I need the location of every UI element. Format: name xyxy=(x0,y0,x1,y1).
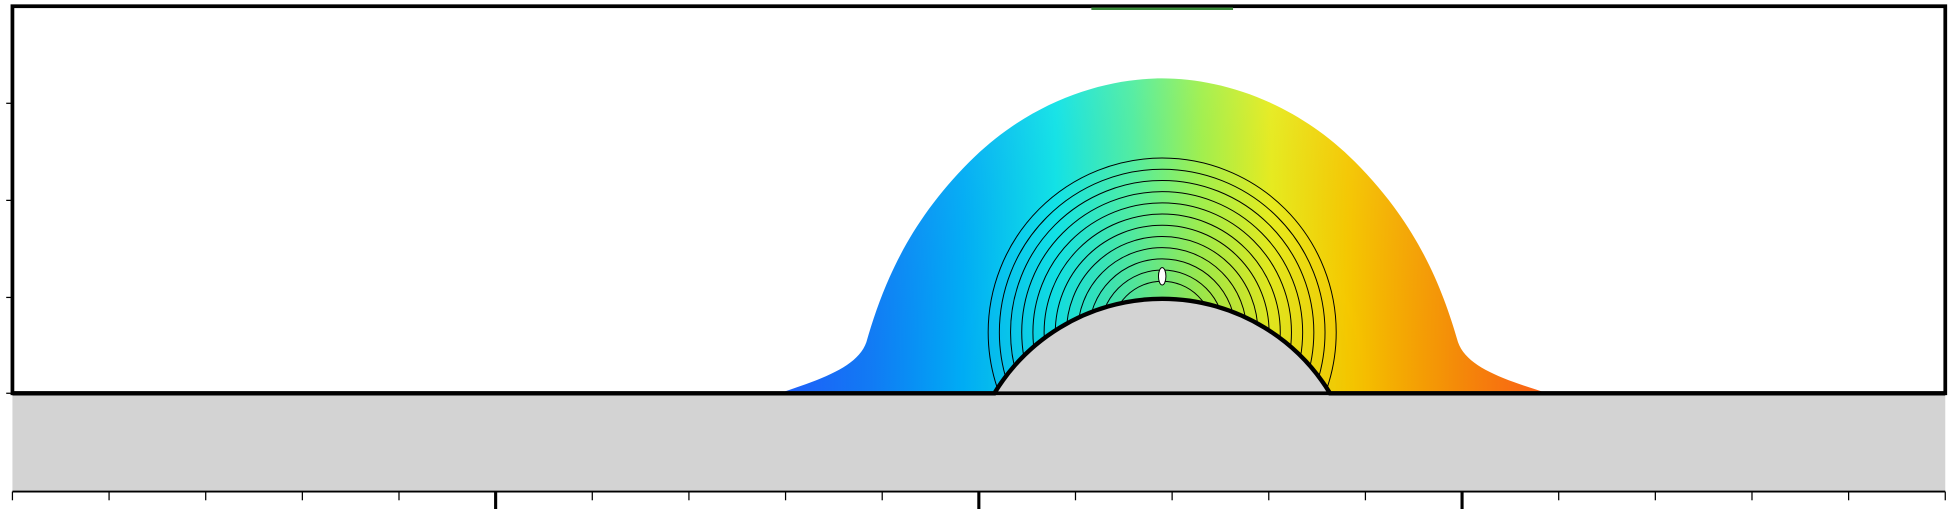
source-marker xyxy=(1157,267,1167,286)
contour-line xyxy=(1021,191,1304,394)
contour-line xyxy=(998,168,1326,394)
contour-line xyxy=(1043,213,1281,394)
surface xyxy=(12,296,1946,396)
ticks xyxy=(6,102,1946,509)
contour-line xyxy=(1010,180,1315,394)
contour-line xyxy=(987,157,1337,394)
field-shading xyxy=(779,78,1548,394)
contour-line xyxy=(1032,202,1292,394)
